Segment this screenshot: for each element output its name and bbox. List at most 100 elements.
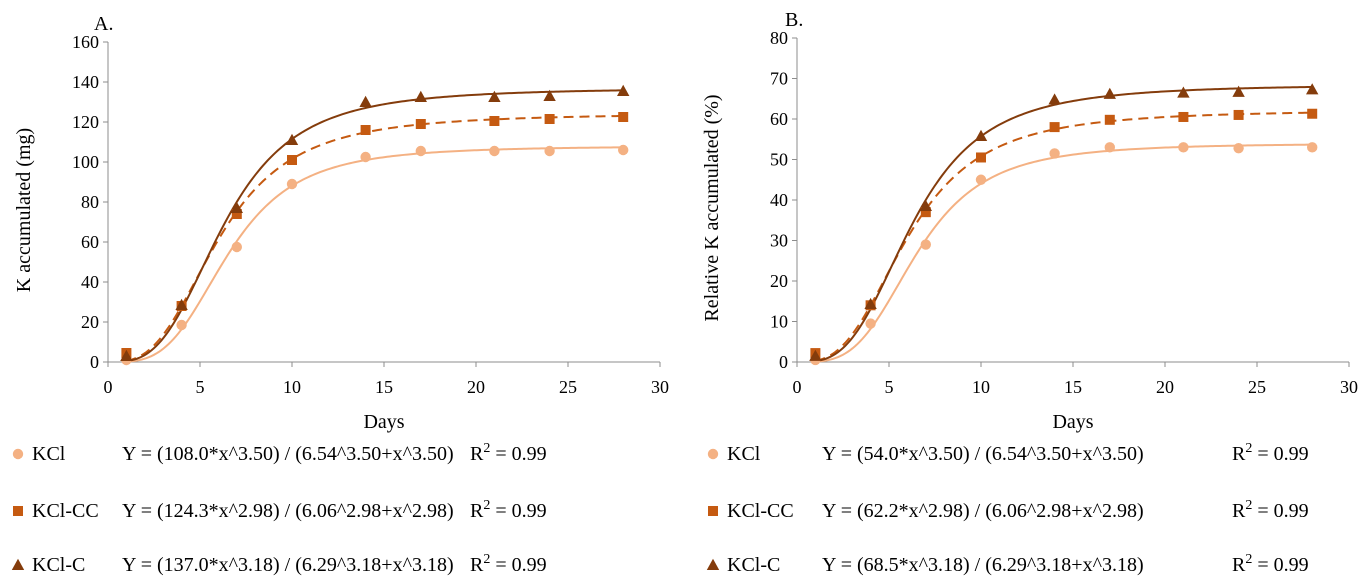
legend-name: KCl-CC: [727, 500, 794, 522]
legend-marker: [12, 448, 24, 460]
legend-entry-kcl-cc: KCl-CC Y = (62.2*x^2.98) / (6.06^2.98+x^2…: [708, 498, 1309, 522]
data-point: [231, 209, 242, 219]
x-tick-label: 0: [104, 377, 113, 397]
data-point: [489, 145, 500, 157]
legend-name: KCl: [32, 443, 66, 465]
r2-value: = 0.99: [1252, 443, 1308, 465]
data-point: [864, 297, 877, 310]
data-point: [120, 349, 133, 361]
legend-r2: R2 = 0.99: [1232, 498, 1309, 522]
y-tick-label: 140: [72, 72, 99, 92]
x-tick-label: 15: [375, 377, 393, 397]
data-point: [489, 116, 500, 126]
data-point: [974, 129, 988, 141]
data-point: [1232, 85, 1245, 97]
data-point: [175, 298, 188, 310]
y-tick-label: 0: [779, 352, 788, 372]
y-tick-label: 80: [770, 28, 788, 48]
data-point: [975, 174, 987, 185]
series-kcl-c: [809, 83, 1319, 361]
y-tick-label: 30: [770, 231, 788, 251]
series-kcl: [810, 142, 1318, 366]
chart-panel-a: 0 20 40 60 80 100 120 140 160 0 5 10 15 20 25 30 Days K a…: [13, 13, 669, 433]
panel-label: B.: [785, 9, 803, 31]
legend-entry-kcl-c: KCl-C Y = (68.5*x^3.18) / (6.29^3.18+x^3.…: [706, 552, 1309, 576]
data-point: [809, 349, 822, 361]
data-point: [1307, 142, 1318, 153]
data-point: [488, 90, 501, 102]
data-point: [1049, 148, 1060, 159]
series-kcl-c: [120, 84, 630, 361]
legend-marker: [708, 506, 718, 516]
legend-equation: Y = (124.3*x^2.98) / (6.06^2.98+x^2.98): [122, 500, 454, 522]
x-tick-label: 10: [972, 377, 990, 397]
r2-label: R: [1232, 443, 1246, 465]
legend-marker: [11, 558, 25, 570]
data-point: [919, 199, 932, 212]
data-point: [176, 319, 187, 331]
panel-label: A.: [94, 13, 113, 35]
y-tick-label: 60: [81, 232, 99, 252]
r2-label: R: [470, 554, 484, 576]
legend-equation: Y = (108.0*x^3.50) / (6.54^3.50+x^3.50): [122, 443, 454, 465]
data-point: [1177, 86, 1190, 98]
data-point: [976, 152, 986, 163]
x-tick-label: 30: [651, 377, 669, 397]
data-point: [414, 90, 427, 102]
r2-label: R: [1232, 554, 1246, 576]
legend-entry-kcl-cc: KCl-CC Y = (124.3*x^2.98) / (6.06^2.98+x^…: [13, 498, 547, 522]
legend-marker: [707, 448, 719, 460]
data-point: [1048, 93, 1061, 105]
fit-curve-kcl-c: [815, 85, 1313, 363]
r2-value: = 0.99: [490, 554, 546, 576]
data-point: [617, 84, 630, 96]
data-point: [285, 133, 299, 145]
legend-entry-kcl: KCl Y = (54.0*x^3.50) / (6.54^3.50+x^3.50…: [707, 441, 1309, 465]
legend-name: KCl: [727, 443, 761, 465]
data-point: [865, 318, 876, 329]
r2-superscript: 2: [483, 441, 490, 456]
y-tick-label: 40: [81, 272, 99, 292]
r2-value: = 0.99: [490, 500, 546, 522]
r2-value: = 0.99: [1252, 500, 1308, 522]
fit-curve-kcl: [126, 146, 624, 363]
data-point: [360, 151, 371, 163]
fit-curve-kcl: [815, 143, 1313, 363]
data-point: [920, 239, 931, 250]
x-tick-label: 20: [1156, 377, 1174, 397]
legend-entry-kcl-c: KCl-C Y = (137.0*x^3.18) / (6.29^3.18+x^3…: [11, 552, 547, 576]
x-tick-label: 0: [793, 377, 802, 397]
data-point: [1306, 83, 1319, 95]
legend-name: KCl-C: [32, 554, 85, 576]
data-point: [359, 95, 372, 107]
data-point: [287, 155, 297, 165]
legend-r2: R2 = 0.99: [1232, 552, 1309, 576]
legend-r2: R2 = 0.99: [470, 498, 547, 522]
r2-value: = 0.99: [1252, 554, 1308, 576]
y-tick-label: 40: [770, 190, 788, 210]
x-tick-label: 30: [1340, 377, 1358, 397]
data-point: [618, 112, 629, 122]
y-tick-label: 50: [770, 150, 788, 170]
legend-name: KCl-CC: [32, 500, 99, 522]
y-tick-label: 120: [72, 112, 99, 132]
data-point: [1233, 109, 1244, 120]
legend-entry-kcl: KCl Y = (108.0*x^3.50) / (6.54^3.50+x^3.5…: [12, 441, 547, 465]
data-point: [415, 119, 426, 129]
legend-equation: Y = (54.0*x^3.50) / (6.54^3.50+x^3.50): [822, 443, 1144, 465]
x-axis-title: Days: [363, 411, 404, 433]
y-axis-title: K accumulated (mg): [13, 128, 35, 292]
data-point: [1104, 142, 1116, 153]
legend-marker: [706, 558, 720, 570]
legend-r2: R2 = 0.99: [1232, 441, 1309, 465]
y-tick-label: 20: [81, 312, 99, 332]
data-point: [543, 89, 556, 101]
r2-superscript: 2: [1245, 498, 1252, 513]
data-point: [544, 114, 555, 124]
y-tick-label: 60: [770, 109, 788, 129]
legend-equation: Y = (62.2*x^2.98) / (6.06^2.98+x^2.98): [822, 500, 1144, 522]
y-tick-label: 160: [72, 32, 99, 52]
r2-superscript: 2: [483, 552, 490, 567]
data-point: [544, 145, 555, 157]
